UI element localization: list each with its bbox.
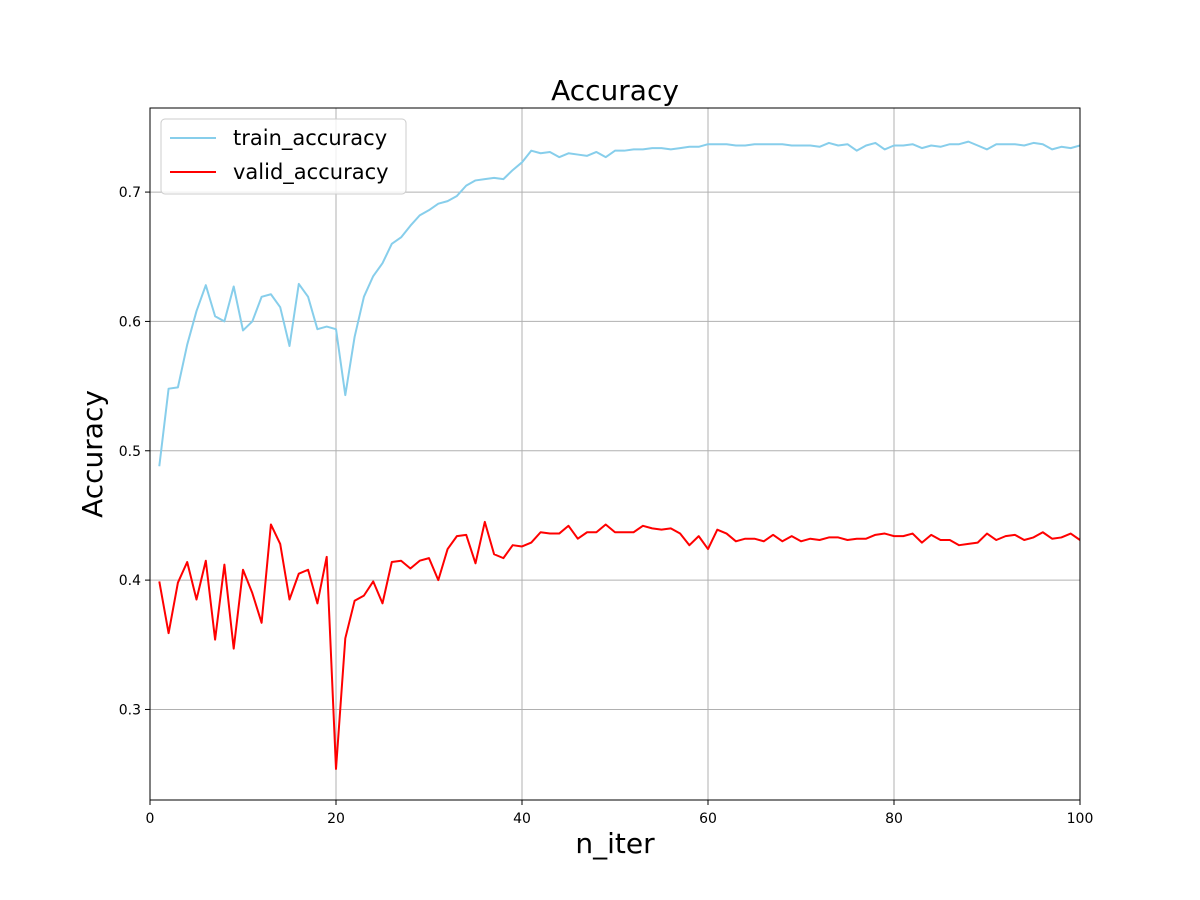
x-tick-label: 40 (513, 811, 531, 827)
plot-frame (149, 107, 1081, 801)
x-axis-title: n_iter (575, 827, 655, 860)
y-axis-title: Accuracy (76, 390, 109, 518)
legend: train_accuracy valid_accuracy (160, 118, 407, 195)
legend-label-train-accuracy: train_accuracy (233, 126, 387, 151)
axis-ticks: 0 20 40 60 80 100 0.3 0.4 0.5 0.6 0.7 (119, 185, 1094, 827)
series-line-train-accuracy (158, 140, 1080, 467)
legend-box (160, 118, 407, 195)
y-tick-label: 0.4 (119, 573, 141, 589)
chart-title: Accuracy (551, 74, 679, 107)
y-tick-label: 0.5 (119, 444, 141, 460)
x-tick-label: 100 (1067, 811, 1094, 827)
x-tick-label: 60 (699, 811, 717, 827)
y-tick-label: 0.6 (119, 314, 141, 330)
x-tick-label: 20 (327, 811, 345, 827)
grid-lines (149, 108, 1081, 800)
y-tick-label: 0.7 (119, 185, 141, 201)
series-line-valid-accuracy (158, 520, 1080, 770)
legend-label-valid-accuracy: valid_accuracy (233, 160, 389, 185)
y-tick-label: 0.3 (119, 702, 141, 718)
x-tick-label: 0 (146, 811, 155, 827)
series-lines (158, 140, 1080, 770)
x-tick-label: 80 (885, 811, 903, 827)
